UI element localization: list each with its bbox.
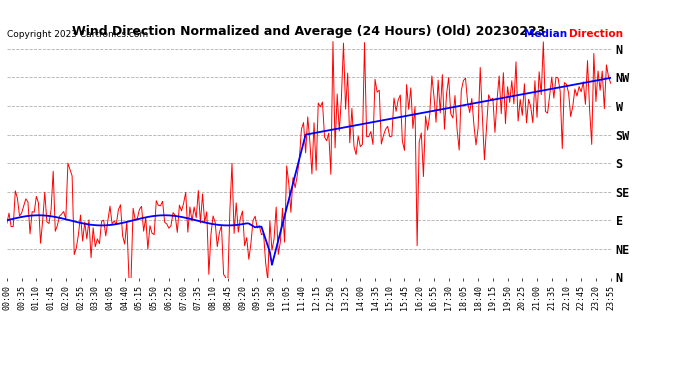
Text: Direction: Direction bbox=[569, 29, 623, 39]
Text: Median: Median bbox=[524, 29, 567, 39]
Title: Wind Direction Normalized and Average (24 Hours) (Old) 20230223: Wind Direction Normalized and Average (2… bbox=[72, 25, 546, 38]
Text: Copyright 2023 Cartronics.com: Copyright 2023 Cartronics.com bbox=[7, 30, 148, 39]
